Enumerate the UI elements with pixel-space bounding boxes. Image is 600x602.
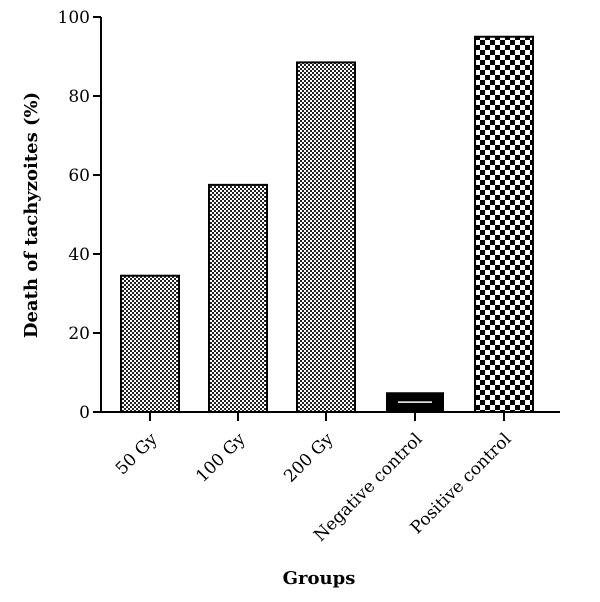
y-tick-label: 80 — [68, 87, 90, 107]
y-axis-ticks: 0 20 40 60 80 100 — [58, 8, 101, 423]
bars-group — [120, 35, 534, 414]
y-tick-label: 100 — [58, 8, 90, 28]
y-tick-label: 60 — [68, 166, 90, 186]
y-tick-label: 0 — [79, 403, 90, 423]
y-tick-label: 20 — [68, 324, 90, 344]
bar-negative-control — [386, 392, 444, 412]
x-category-label-100gy: 100 Gy — [192, 429, 250, 487]
bar-200gy — [296, 61, 356, 414]
bar-100gy — [208, 183, 268, 413]
x-category-label-50gy: 50 Gy — [112, 429, 162, 479]
y-axis-title: Death of tachyzoites (%) — [21, 92, 42, 338]
y-tick-label: 40 — [68, 245, 90, 265]
bar-positive-control — [474, 35, 534, 413]
x-category-label-200gy: 200 Gy — [280, 429, 338, 487]
bar-50gy — [120, 274, 180, 413]
x-axis-title: Groups — [283, 568, 356, 589]
